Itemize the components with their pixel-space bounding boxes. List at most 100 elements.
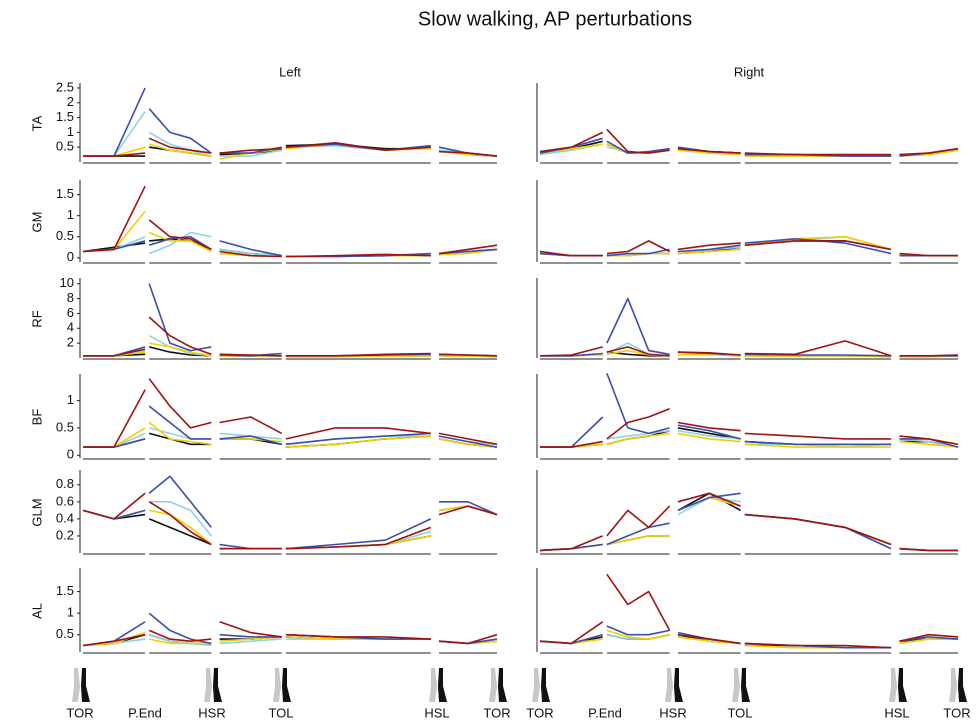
emg-trace bbox=[82, 492, 498, 550]
gait-event-label: P.End bbox=[588, 705, 622, 720]
leg-icon bbox=[949, 668, 967, 702]
gait-event-label: TOR bbox=[526, 705, 553, 720]
gait-event-label: P.End bbox=[128, 705, 162, 720]
gait-event-label: HSL bbox=[424, 705, 449, 720]
leg-back bbox=[949, 668, 957, 702]
leg-icon bbox=[204, 668, 222, 702]
emg-trace bbox=[539, 496, 958, 552]
emg-trace bbox=[539, 629, 958, 649]
gait-event-label: TOR bbox=[943, 705, 970, 720]
gait-event-label: TOR bbox=[66, 705, 93, 720]
emg-trace bbox=[82, 631, 498, 647]
emg-trace bbox=[540, 408, 959, 448]
emg-trace bbox=[82, 185, 498, 258]
y-tick-label: 6 bbox=[67, 305, 74, 320]
emg-trace bbox=[82, 505, 498, 550]
gait-event-label: TOL bbox=[727, 705, 752, 720]
y-tick-label: 10 bbox=[60, 275, 74, 290]
leg-back bbox=[489, 668, 497, 702]
emg-trace bbox=[82, 621, 498, 647]
gait-event-label: TOL bbox=[268, 705, 293, 720]
leg-back bbox=[532, 668, 540, 702]
emg-trace bbox=[82, 475, 498, 550]
leg-icon bbox=[665, 668, 683, 702]
leg-back bbox=[429, 668, 437, 702]
leg-front bbox=[498, 668, 507, 702]
emg-trace bbox=[540, 373, 959, 448]
row-label: TA bbox=[29, 115, 44, 131]
emg-trace bbox=[82, 612, 498, 647]
leg-icon bbox=[273, 668, 291, 702]
y-tick-label: 0.4 bbox=[56, 510, 74, 525]
y-tick-label: 2 bbox=[67, 94, 74, 109]
figure-title: Slow walking, AP perturbations bbox=[418, 8, 692, 30]
y-tick-label: 0.8 bbox=[56, 476, 74, 491]
row-label: GLM bbox=[29, 498, 44, 526]
emg-trace bbox=[539, 492, 958, 552]
leg-front bbox=[741, 668, 750, 702]
emg-trace bbox=[83, 316, 498, 357]
emg-trace bbox=[83, 143, 498, 157]
y-tick-label: 0.5 bbox=[56, 626, 74, 641]
gait-event-label: HSR bbox=[659, 705, 686, 720]
leg-front bbox=[213, 668, 222, 702]
leg-front bbox=[81, 668, 90, 702]
y-tick-label: 1.5 bbox=[56, 186, 74, 201]
y-tick-label: 0.6 bbox=[56, 493, 74, 508]
y-tick-label: 0.5 bbox=[56, 139, 74, 154]
y-tick-label: 0.2 bbox=[56, 527, 74, 542]
y-tick-label: 1 bbox=[67, 605, 74, 620]
gait-event-label: HSL bbox=[884, 705, 909, 720]
gait-event-label: TOR bbox=[483, 705, 510, 720]
emg-trace bbox=[539, 235, 958, 257]
leg-back bbox=[204, 668, 212, 702]
leg-front bbox=[282, 668, 291, 702]
leg-front bbox=[674, 668, 683, 702]
y-tick-label: 4 bbox=[67, 320, 74, 335]
y-tick-label: 0 bbox=[67, 249, 74, 264]
emg-trace bbox=[539, 492, 958, 552]
emg-trace bbox=[82, 501, 498, 550]
leg-back bbox=[889, 668, 897, 702]
gait-event-label: HSR bbox=[198, 705, 225, 720]
emg-trace bbox=[83, 283, 498, 357]
y-tick-label: 2.5 bbox=[56, 79, 74, 94]
leg-front bbox=[958, 668, 967, 702]
leg-front bbox=[438, 668, 447, 702]
emg-trace bbox=[539, 235, 958, 257]
y-tick-label: 1.5 bbox=[56, 109, 74, 124]
leg-back bbox=[732, 668, 740, 702]
emg-trace bbox=[539, 128, 959, 156]
row-label: AL bbox=[29, 603, 44, 619]
emg-trace bbox=[83, 405, 498, 448]
emg-trace bbox=[82, 505, 498, 550]
emg-trace bbox=[539, 240, 958, 257]
emg-trace bbox=[539, 496, 958, 552]
leg-back bbox=[72, 668, 80, 702]
emg-trace bbox=[539, 573, 959, 649]
row-label: RF bbox=[29, 310, 44, 327]
leg-back bbox=[665, 668, 673, 702]
row-label: BF bbox=[29, 409, 44, 426]
y-tick-label: 0 bbox=[67, 447, 74, 462]
emg-trace bbox=[82, 235, 498, 258]
leg-icon bbox=[732, 668, 750, 702]
emg-trace bbox=[539, 238, 958, 257]
y-tick-label: 2 bbox=[67, 335, 74, 350]
column-title: Left bbox=[279, 64, 301, 79]
y-tick-label: 1 bbox=[67, 392, 74, 407]
leg-icon bbox=[429, 668, 447, 702]
y-tick-label: 8 bbox=[67, 290, 74, 305]
emg-trace bbox=[83, 137, 498, 157]
emg-trace bbox=[539, 340, 959, 357]
leg-front bbox=[898, 668, 907, 702]
emg-trace bbox=[539, 492, 958, 552]
y-tick-label: 1 bbox=[67, 207, 74, 222]
y-tick-label: 0.5 bbox=[56, 419, 74, 434]
column-title: Right bbox=[734, 64, 765, 79]
emg-trace bbox=[540, 432, 959, 448]
y-tick-label: 1 bbox=[67, 124, 74, 139]
row-label: GM bbox=[29, 212, 44, 233]
